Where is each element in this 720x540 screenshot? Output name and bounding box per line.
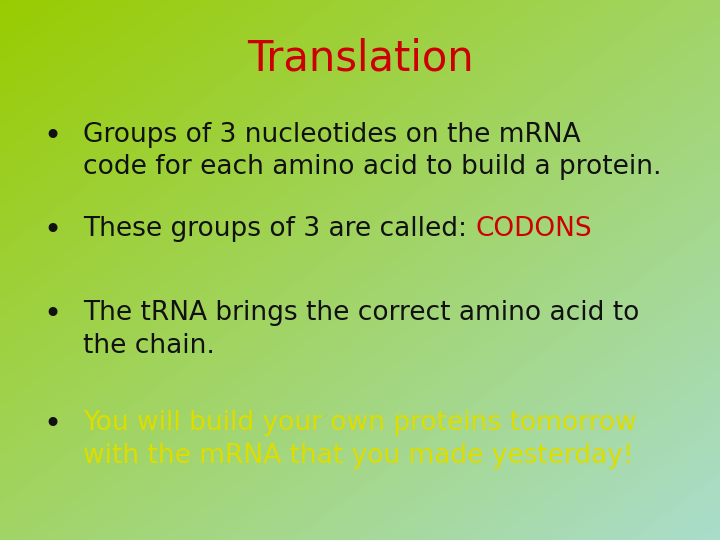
Text: You will build your own proteins tomorrow
with the mRNA that you made yesterday!: You will build your own proteins tomorro… [83, 410, 636, 469]
Text: •: • [43, 410, 61, 440]
Text: •: • [43, 300, 61, 329]
Text: Translation: Translation [247, 38, 473, 80]
Text: •: • [43, 122, 61, 151]
Text: These groups of 3 are called:: These groups of 3 are called: [83, 216, 475, 242]
Text: •: • [43, 216, 61, 245]
Text: CODONS: CODONS [475, 216, 592, 242]
Text: Groups of 3 nucleotides on the mRNA
code for each amino acid to build a protein.: Groups of 3 nucleotides on the mRNA code… [83, 122, 661, 180]
Text: The tRNA brings the correct amino acid to
the chain.: The tRNA brings the correct amino acid t… [83, 300, 639, 359]
